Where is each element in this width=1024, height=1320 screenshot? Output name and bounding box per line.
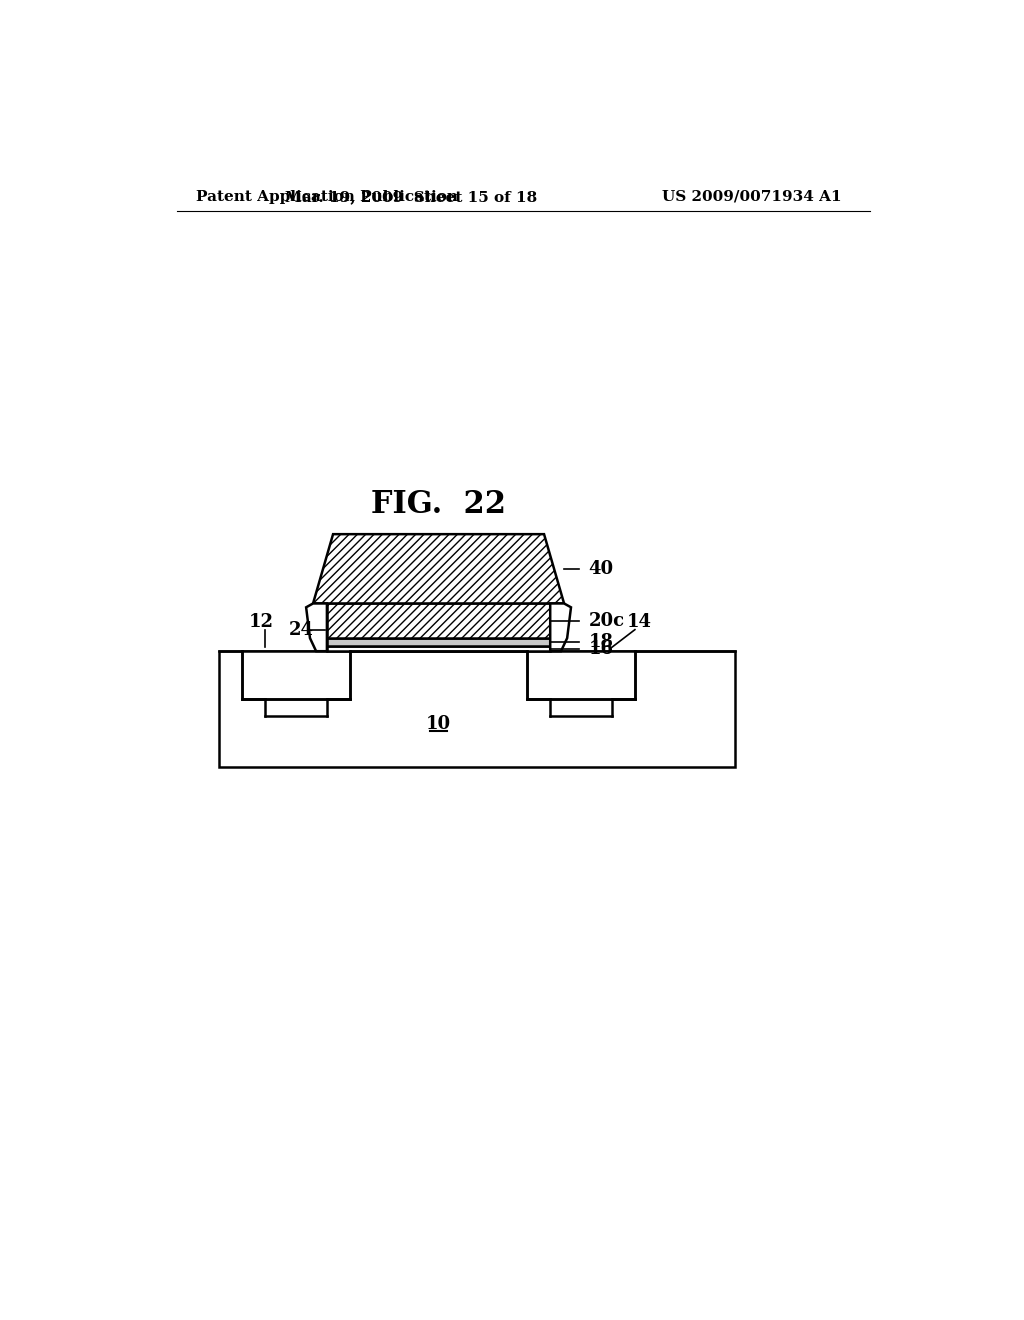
Bar [327, 603, 550, 638]
Polygon shape [313, 535, 564, 603]
Text: 10: 10 [426, 715, 452, 734]
Text: US 2009/0071934 A1: US 2009/0071934 A1 [662, 190, 842, 203]
Polygon shape [550, 603, 571, 651]
Bar [243, 651, 350, 700]
Text: 18: 18 [589, 634, 613, 651]
Text: 14: 14 [627, 612, 651, 631]
Text: 16: 16 [589, 639, 613, 657]
Text: Mar. 19, 2009  Sheet 15 of 18: Mar. 19, 2009 Sheet 15 of 18 [286, 190, 538, 203]
Text: Patent Application Publication: Patent Application Publication [196, 190, 458, 203]
Text: 24: 24 [289, 622, 313, 639]
Text: 12: 12 [249, 612, 274, 631]
Text: FIG.  22: FIG. 22 [371, 490, 506, 520]
Bar [327, 645, 550, 651]
Text: 20c: 20c [589, 611, 625, 630]
Bar [327, 638, 550, 645]
Polygon shape [306, 603, 327, 651]
Bar [527, 651, 635, 700]
Bar [219, 651, 735, 767]
Text: 40: 40 [589, 560, 613, 578]
